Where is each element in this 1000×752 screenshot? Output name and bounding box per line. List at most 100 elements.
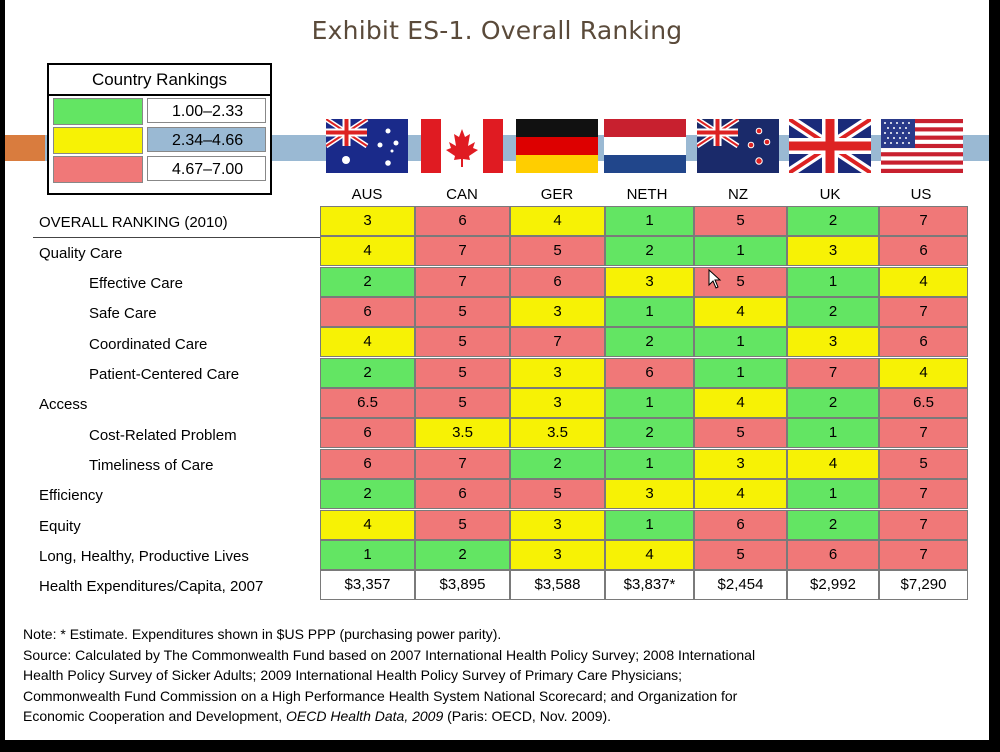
rank-cell-nz: 1 — [694, 327, 787, 357]
rank-cell-ger: 5 — [510, 479, 605, 509]
row-label: OVERALL RANKING (2010) — [39, 214, 228, 231]
rank-cell-can: 2 — [415, 540, 510, 570]
rank-cell-nz: 6 — [694, 510, 787, 540]
rank-cell-can: 5 — [415, 510, 510, 540]
rank-cell-neth: 4 — [605, 540, 694, 570]
rank-cell-nz: 1 — [694, 236, 787, 266]
legend-range-red: 4.67–7.00 — [147, 156, 266, 181]
country-code-uk: UK — [819, 186, 841, 203]
rank-cell-neth: 3 — [605, 479, 694, 509]
rank-cell-us: 6.5 — [879, 388, 968, 418]
rank-cell-nz: 3 — [694, 449, 787, 479]
rank-cell-nz: 4 — [694, 388, 787, 418]
divider — [33, 237, 321, 238]
rank-cell-can: 7 — [415, 267, 510, 297]
rank-cell-uk: 2 — [787, 297, 879, 327]
rank-cell-us: 7 — [879, 418, 968, 448]
legend: Country Rankings 1.00–2.33 2.34–4.66 4.6… — [47, 63, 272, 195]
rank-cell-uk: 7 — [787, 358, 879, 388]
rank-cell-ger: 3 — [510, 358, 605, 388]
row-label: Long, Healthy, Productive Lives — [39, 548, 249, 565]
rank-cell-us: 7 — [879, 206, 968, 236]
rank-cell-ger: 2 — [510, 449, 605, 479]
row-label: Quality Care — [39, 245, 123, 262]
rank-cell-us: 7 — [879, 510, 968, 540]
country-code-can: CAN — [446, 186, 478, 203]
rank-cell-neth: 1 — [605, 388, 694, 418]
flag-ger-icon — [516, 119, 598, 173]
rank-cell-neth: 1 — [605, 449, 694, 479]
rank-cell-neth: 2 — [605, 418, 694, 448]
rank-cell-aus: 2 — [320, 479, 415, 509]
rank-cell-nz: 4 — [694, 297, 787, 327]
rank-cell-aus: 6 — [320, 297, 415, 327]
row-label: Effective Care — [89, 275, 183, 292]
flag-nz-icon — [697, 119, 779, 173]
rank-cell-aus: 3 — [320, 206, 415, 236]
page-title: Exhibit ES-1. Overall Ranking — [311, 16, 683, 45]
rank-cell-us: 5 — [879, 449, 968, 479]
rank-cell-aus: 2 — [320, 358, 415, 388]
rank-cell-uk: 2 — [787, 510, 879, 540]
legend-row-yellow: 2.34–4.66 — [49, 125, 270, 154]
rank-cell-aus: 2 — [320, 267, 415, 297]
rank-cell-aus: 6 — [320, 418, 415, 448]
rank-cell-us: 6 — [879, 327, 968, 357]
legend-swatch-red — [53, 156, 143, 183]
flag-can-icon — [421, 119, 503, 173]
rank-cell-neth: 1 — [605, 510, 694, 540]
rank-cell-uk: 6 — [787, 540, 879, 570]
country-code-us: US — [910, 186, 932, 203]
rank-cell-ger: 4 — [510, 206, 605, 236]
rank-cell-nz: $2,454 — [694, 570, 787, 600]
rank-cell-us: 4 — [879, 358, 968, 388]
flag-uk-icon — [789, 119, 871, 173]
source-line: Health Policy Survey of Sicker Adults; 2… — [23, 667, 683, 683]
country-code-neth: NETH — [626, 186, 668, 203]
source-text: Economic Cooperation and Development, — [23, 708, 287, 724]
rank-cell-ger: $3,588 — [510, 570, 605, 600]
legend-header: Country Rankings — [49, 65, 270, 96]
rank-cell-can: $3,895 — [415, 570, 510, 600]
rank-cell-aus: 1 — [320, 540, 415, 570]
legend-swatch-green — [53, 98, 143, 125]
rank-cell-ger: 3.5 — [510, 418, 605, 448]
legend-row-red: 4.67–7.00 — [49, 154, 270, 183]
flag-us-icon — [881, 119, 963, 173]
rank-cell-can: 3.5 — [415, 418, 510, 448]
rank-cell-nz: 5 — [694, 418, 787, 448]
header-band-accent — [5, 135, 45, 161]
rank-cell-ger: 6 — [510, 267, 605, 297]
rank-cell-neth: 6 — [605, 358, 694, 388]
rank-cell-can: 6 — [415, 479, 510, 509]
country-code-ger: GER — [540, 186, 574, 203]
rank-cell-ger: 7 — [510, 327, 605, 357]
rank-cell-nz: 1 — [694, 358, 787, 388]
flag-neth-icon — [604, 119, 686, 173]
rank-cell-uk: 3 — [787, 236, 879, 266]
rank-cell-can: 6 — [415, 206, 510, 236]
source-title: OECD Health Data, 2009 — [286, 708, 444, 724]
rank-cell-ger: 3 — [510, 540, 605, 570]
rank-cell-ger: 3 — [510, 510, 605, 540]
legend-range-green: 1.00–2.33 — [147, 98, 266, 123]
rank-cell-uk: 2 — [787, 388, 879, 418]
rank-cell-ger: 3 — [510, 388, 605, 418]
row-label: Coordinated Care — [89, 336, 208, 353]
source-line: Commonwealth Fund Commission on a High P… — [23, 687, 738, 704]
rank-cell-uk: 2 — [787, 206, 879, 236]
rank-cell-us: 7 — [879, 297, 968, 327]
rank-cell-can: 5 — [415, 327, 510, 357]
mouse-cursor-icon — [708, 269, 722, 289]
row-label: Safe Care — [89, 305, 157, 322]
rank-cell-can: 7 — [415, 449, 510, 479]
source-text: (Paris: OECD, Nov. 2009). — [443, 708, 612, 724]
rank-cell-can: 5 — [415, 297, 510, 327]
row-label: Timeliness of Care — [89, 457, 214, 474]
rank-cell-ger: 5 — [510, 236, 605, 266]
rank-cell-uk: 4 — [787, 449, 879, 479]
source-line: Source: Calculated by The Commonwealth F… — [23, 646, 756, 663]
rank-cell-neth: $3,837* — [605, 570, 694, 600]
rank-cell-can: 5 — [415, 388, 510, 418]
rank-cell-can: 5 — [415, 358, 510, 388]
